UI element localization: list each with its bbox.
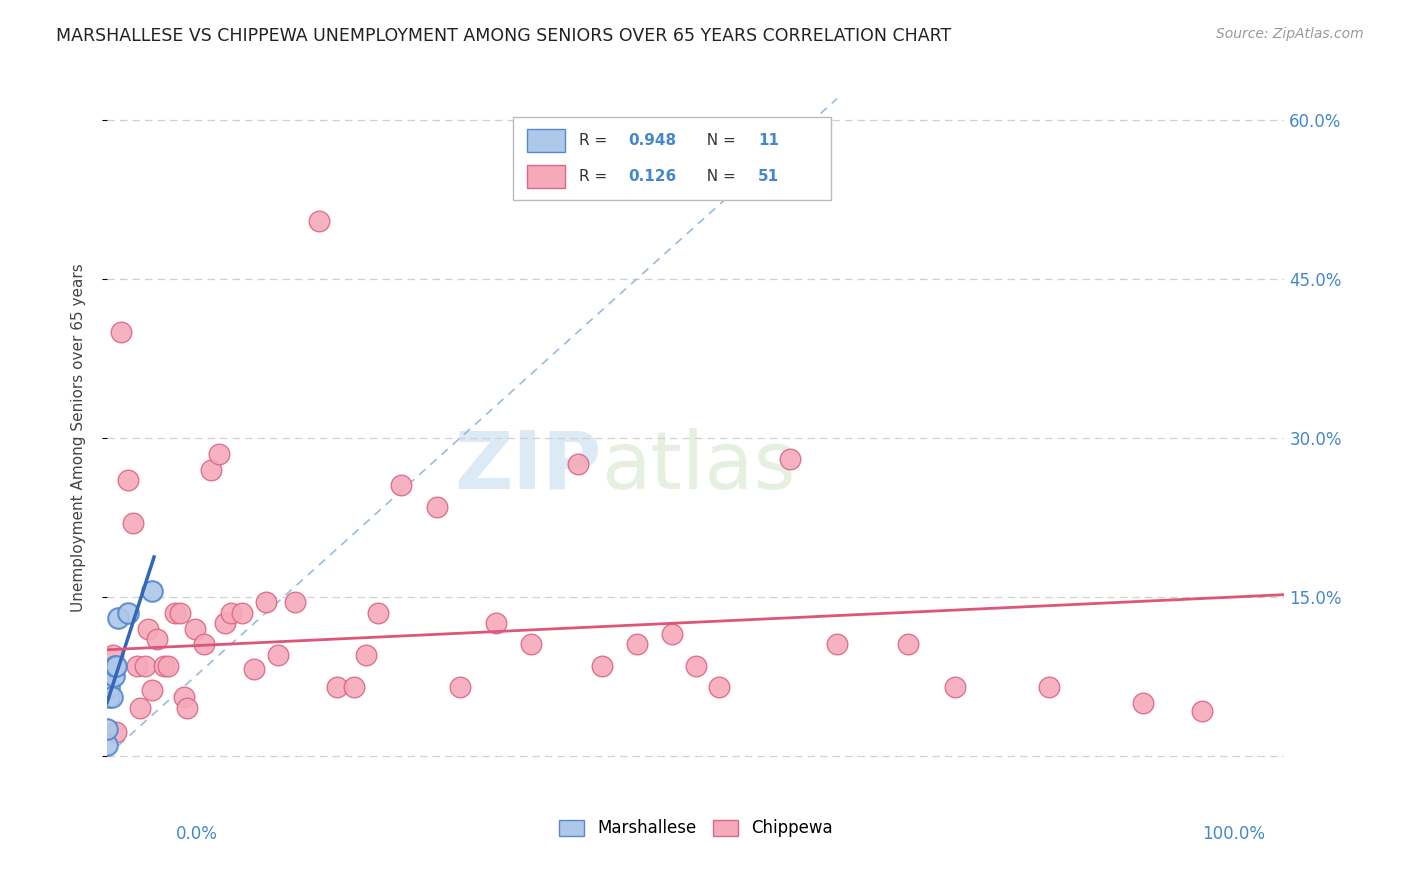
Point <box>98 680 121 694</box>
Text: MARSHALLESE VS CHIPPEWA UNEMPLOYMENT AMONG SENIORS OVER 65 YEARS CORRELATION CHA: MARSHALLESE VS CHIPPEWA UNEMPLOYMENT AMO… <box>56 27 952 45</box>
Point <box>96 738 118 752</box>
Point <box>426 500 449 514</box>
Point <box>354 648 377 662</box>
Point <box>943 680 966 694</box>
Point <box>105 725 128 739</box>
Text: 0.948: 0.948 <box>628 133 676 148</box>
FancyBboxPatch shape <box>527 128 565 152</box>
Point <box>567 458 589 472</box>
Legend: Marshallese, Chippewa: Marshallese, Chippewa <box>553 813 839 844</box>
Point <box>101 648 124 662</box>
Text: Source: ZipAtlas.com: Source: ZipAtlas.com <box>1216 27 1364 41</box>
Point <box>105 658 128 673</box>
Point <box>308 213 330 227</box>
Point <box>779 452 801 467</box>
Text: 100.0%: 100.0% <box>1202 825 1265 843</box>
Point <box>184 622 207 636</box>
FancyBboxPatch shape <box>527 165 565 188</box>
Point <box>709 680 731 694</box>
Point <box>141 683 163 698</box>
Point <box>254 595 277 609</box>
Text: N =: N = <box>697 133 741 148</box>
Point <box>125 658 148 673</box>
Point <box>157 658 180 673</box>
Text: ZIP: ZIP <box>454 427 602 506</box>
Point <box>449 680 471 694</box>
Point <box>685 658 707 673</box>
Text: R =: R = <box>579 133 613 148</box>
FancyBboxPatch shape <box>513 117 831 200</box>
Point <box>193 637 215 651</box>
Point <box>367 606 389 620</box>
Point <box>231 606 253 620</box>
Point <box>284 595 307 609</box>
Point <box>141 584 163 599</box>
Point <box>176 701 198 715</box>
Point <box>169 606 191 620</box>
Point <box>389 478 412 492</box>
Point <box>484 616 506 631</box>
Point <box>243 662 266 676</box>
Text: 11: 11 <box>758 133 779 148</box>
Point <box>152 658 174 673</box>
Text: atlas: atlas <box>602 427 796 506</box>
Point <box>173 690 195 705</box>
Y-axis label: Unemployment Among Seniors over 65 years: Unemployment Among Seniors over 65 years <box>72 263 86 612</box>
Point <box>591 658 613 673</box>
Point <box>897 637 920 651</box>
Text: 51: 51 <box>758 169 779 185</box>
Point <box>267 648 290 662</box>
Point <box>103 669 125 683</box>
Text: N =: N = <box>697 169 741 185</box>
Text: 0.126: 0.126 <box>628 169 676 185</box>
Point <box>200 462 222 476</box>
Point <box>208 447 231 461</box>
Text: R =: R = <box>579 169 613 185</box>
Point <box>117 606 139 620</box>
Point <box>343 680 366 694</box>
Point <box>1132 696 1154 710</box>
Point <box>1038 680 1060 694</box>
Point <box>107 611 129 625</box>
Point <box>110 325 132 339</box>
Point <box>145 632 167 647</box>
Point <box>134 658 156 673</box>
Point <box>122 516 145 530</box>
Point <box>1191 704 1213 718</box>
Point <box>98 690 121 705</box>
Point <box>101 690 124 705</box>
Point <box>214 616 236 631</box>
Text: 0.0%: 0.0% <box>176 825 218 843</box>
Point <box>325 680 347 694</box>
Point <box>104 658 127 673</box>
Point <box>136 622 159 636</box>
Point <box>626 637 648 651</box>
Point <box>219 606 242 620</box>
Point <box>117 473 139 487</box>
Point <box>825 637 848 651</box>
Point <box>129 701 152 715</box>
Point <box>661 627 683 641</box>
Point <box>520 637 543 651</box>
Point <box>165 606 187 620</box>
Point <box>96 723 118 737</box>
